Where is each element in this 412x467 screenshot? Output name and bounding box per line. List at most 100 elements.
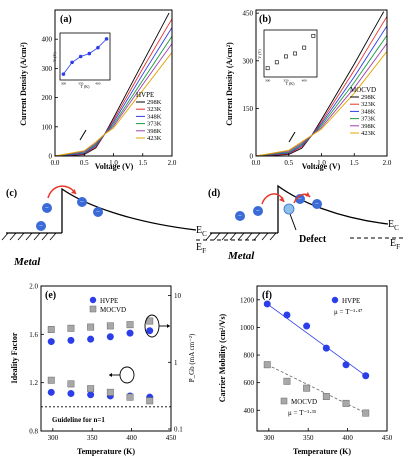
point-hvpe xyxy=(146,327,154,335)
plot-f-series xyxy=(263,300,370,417)
plot-b-ylabel: Current Density (A/cm²) xyxy=(225,42,234,126)
x-tick-label: 2.0 xyxy=(383,159,392,167)
y-tick-label: 1.6 xyxy=(29,331,38,339)
plot-e-ylabel: Ideality Factor xyxy=(10,332,19,383)
x-tick-label: 1.5 xyxy=(350,159,359,167)
plot-b-inset-xlabel: T (K) xyxy=(286,81,296,86)
group-ellipse-lower xyxy=(119,366,135,384)
y-tick-label: 0 xyxy=(250,153,254,161)
inset-tick-label: 350 xyxy=(283,79,289,83)
legend-marker-mocvd xyxy=(89,305,97,313)
inset-point xyxy=(70,60,74,65)
point-mocvd xyxy=(342,399,350,407)
panel-f: (f) Temperature (K) Carrier Mobility (cm… xyxy=(218,285,393,456)
conduction-band-edge xyxy=(61,187,197,233)
plot-a-crossing-mark xyxy=(79,129,87,141)
inset-point xyxy=(284,54,288,59)
ec-label: EC xyxy=(388,219,399,232)
plot-e-legend: HVPE MOCVD xyxy=(89,296,126,314)
x-tick-label: 450 xyxy=(382,434,393,442)
svg-text:−: − xyxy=(238,212,242,220)
electron xyxy=(42,203,52,213)
panel-a: (a) Voltage (V) Current Density (A/cm²) … xyxy=(19,9,177,171)
svg-text:−: − xyxy=(96,208,100,216)
legend-marker-mocvd xyxy=(280,397,288,405)
guideline-label: Guideline for n=1 xyxy=(52,416,105,424)
plot-b-xlabel: Voltage (V) xyxy=(302,162,341,171)
plot-a-ticks: 0.0 0.5 1.0 1.5 2.0 0 100 200 300 400 xyxy=(42,36,177,167)
plot-b-inset-ylabel: V (V) xyxy=(257,49,262,59)
inset-tick-label: 400 xyxy=(95,82,101,86)
diagram-c: (c) EC EF Metal − − − − xyxy=(1,185,258,268)
electron xyxy=(235,211,245,221)
plot-f-xlabel: Temperature (K) xyxy=(293,447,351,456)
inset-point xyxy=(104,37,109,41)
point-hvpe xyxy=(283,311,291,319)
metal-label: Metal xyxy=(227,250,255,262)
legend-label: 323K xyxy=(147,106,162,113)
panel-d-label: (d) xyxy=(208,188,220,199)
y-tick-label: 300 xyxy=(42,65,53,73)
plot-a-inset: 300 350 400 T (K) V (V) xyxy=(52,32,111,89)
electron xyxy=(253,206,263,216)
point-mocvd xyxy=(106,388,114,396)
legend-label: 398K xyxy=(361,123,376,130)
y-tick-label: 450 xyxy=(243,10,254,18)
legend-label-hvpe: HVPE xyxy=(342,297,360,305)
plot-a-inset-xlabel: T (K) xyxy=(81,84,91,89)
arrow-head-icon xyxy=(109,373,112,377)
inset-tick-label: 300 xyxy=(61,82,67,86)
legend-label: 373K xyxy=(147,121,162,128)
point-mocvd xyxy=(47,326,55,333)
panel-e: (e) Temperature (K) Ideality Factor P_Gb… xyxy=(10,283,196,457)
plot-a-inset-ylabel: V (V) xyxy=(52,52,57,62)
ef-label: EF xyxy=(390,238,400,251)
legend-label: 398K xyxy=(147,128,162,135)
y-tick-label: 150 xyxy=(243,105,254,113)
panel-f-label: (f) xyxy=(262,290,272,301)
point-mocvd xyxy=(146,317,154,325)
panel-e-label: (e) xyxy=(45,290,56,301)
defect-label: Defect xyxy=(299,234,327,245)
point-mocvd xyxy=(126,321,134,329)
point-hvpe xyxy=(106,333,114,341)
point-mocvd xyxy=(47,376,55,384)
defect-pointer xyxy=(289,213,297,231)
x-tick-label: 400 xyxy=(342,434,353,442)
y-tick-label: 400 xyxy=(42,36,53,44)
inset-point xyxy=(293,51,297,56)
x-tick-label: 1.0 xyxy=(317,159,326,167)
svg-text:−: − xyxy=(315,200,319,208)
plot-b-inset: 300 350 400 T (K) V (V) xyxy=(257,29,318,86)
y-tick-label: 300 xyxy=(243,57,254,65)
x-tick-label: 350 xyxy=(87,434,98,442)
point-mocvd xyxy=(146,397,154,405)
plot-b-inset-points: 300 350 400 xyxy=(265,33,316,83)
point-mocvd xyxy=(106,322,114,330)
point-hvpe xyxy=(322,344,330,352)
legend-label: 348K xyxy=(147,113,162,120)
point-mocvd xyxy=(67,380,75,388)
x-tick-label: 350 xyxy=(303,434,314,442)
legend-label-mocvd: MOCVD xyxy=(291,398,317,406)
legend-label: 323K xyxy=(361,101,376,108)
plot-f-frame xyxy=(256,285,388,432)
y-tick-label: 0 xyxy=(49,153,53,161)
x-tick-label: 0.5 xyxy=(80,159,89,167)
electron xyxy=(312,199,322,209)
x-tick-label: 1.5 xyxy=(138,159,147,167)
y-tick-label: 400 xyxy=(244,407,255,415)
inset-point xyxy=(311,33,316,38)
y-tick-label: 1000 xyxy=(240,324,255,332)
plot-b-ticks: 0.0 0.5 1.0 1.5 2.0 0 150 300 450 xyxy=(243,10,392,167)
point-mocvd xyxy=(322,393,330,400)
x-tick-label: 0.0 xyxy=(51,159,60,167)
plot-f-ticks: 300 350 400 450 400 600 800 1000 1200 xyxy=(240,296,393,442)
inset-line xyxy=(63,38,107,75)
plot-e-xlabel: Temperature (K) xyxy=(77,447,135,456)
x-tick-label: 300 xyxy=(264,434,275,442)
point-hvpe xyxy=(67,390,75,398)
